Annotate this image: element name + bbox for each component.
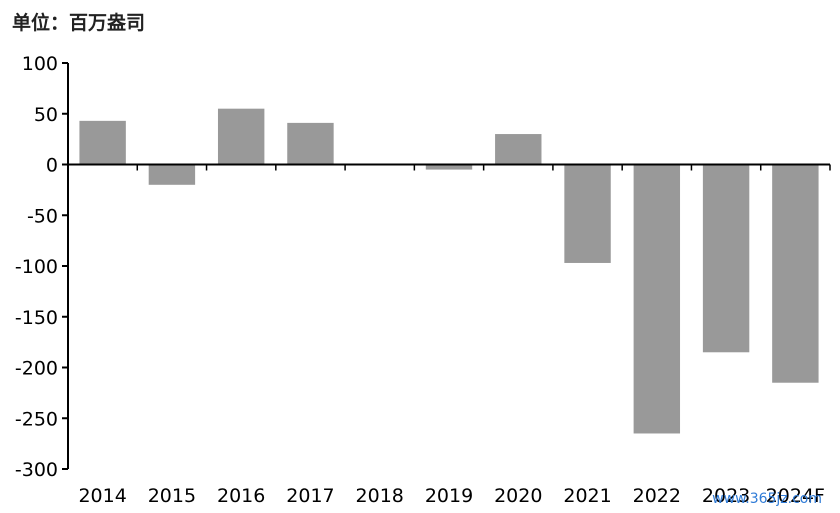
- watermark: www.365jz.com: [712, 491, 822, 507]
- bar: [702, 164, 750, 353]
- bar: [633, 164, 681, 434]
- x-tick-label: 2016: [217, 485, 265, 507]
- bar: [425, 164, 473, 170]
- y-tick-label: -100: [15, 256, 58, 278]
- x-tick-label: 2022: [633, 485, 681, 507]
- y-tick-label: 0: [46, 155, 58, 177]
- y-tick-label: 50: [34, 104, 58, 126]
- y-tick-label: -300: [15, 459, 58, 481]
- x-tick-label: 2024F: [766, 485, 825, 507]
- x-tick-label: 2021: [563, 485, 611, 507]
- x-tick-label: 2020: [494, 485, 542, 507]
- unit-label: 单位：百万盎司: [12, 12, 146, 34]
- bar: [287, 122, 334, 165]
- x-tick-label: 2014: [78, 485, 126, 507]
- bar: [217, 108, 265, 165]
- bar: [772, 164, 819, 383]
- bar: [495, 134, 542, 165]
- x-tick-label: 2019: [425, 485, 473, 507]
- y-tick-label: -250: [15, 408, 58, 430]
- x-tick-label: 2017: [286, 485, 334, 507]
- x-tick-label: 2018: [356, 485, 404, 507]
- y-tick-label: -150: [15, 307, 58, 329]
- y-tick-label: -50: [27, 205, 58, 227]
- y-tick-label: 100: [22, 53, 58, 75]
- bar: [79, 120, 126, 165]
- x-tick-label: 2015: [148, 485, 196, 507]
- y-tick-label: -200: [15, 358, 58, 380]
- x-tick-label: 2023: [702, 485, 750, 507]
- bar: [148, 164, 196, 185]
- bar: [564, 164, 611, 263]
